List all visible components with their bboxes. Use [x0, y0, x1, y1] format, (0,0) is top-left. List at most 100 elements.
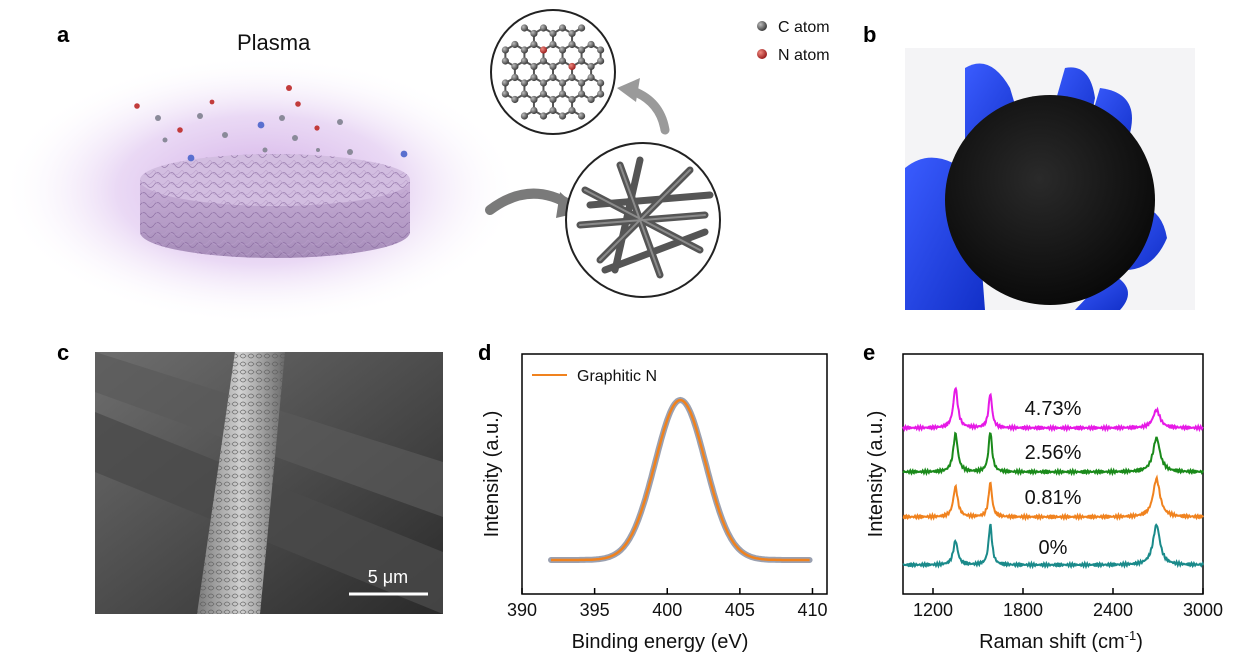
x-tick-label: 400	[652, 600, 682, 620]
c-atom	[558, 90, 567, 98]
c-atom	[530, 62, 538, 71]
c-atom	[511, 40, 519, 49]
c-atom	[520, 79, 529, 87]
c-atom	[558, 24, 567, 32]
n-atom	[539, 46, 548, 54]
c-atom-legend-label: C atom	[778, 19, 830, 36]
c-atom	[549, 106, 557, 115]
x-tick-label: 405	[725, 600, 755, 620]
c-atom	[587, 95, 595, 104]
panel-letter-d: d	[478, 340, 492, 365]
c-atom	[587, 40, 595, 49]
series-label: 0%	[1039, 537, 1068, 559]
c-atom	[511, 95, 519, 104]
c-atom	[549, 73, 557, 82]
c-atom	[558, 46, 567, 54]
n-atom-legend-icon	[757, 49, 767, 59]
n-atom	[568, 62, 576, 71]
c-atom	[597, 79, 605, 87]
panel-letter-b: b	[863, 22, 877, 47]
x-tick-label: 3000	[1183, 600, 1223, 620]
c-atom	[520, 57, 529, 65]
c-atom	[539, 79, 548, 87]
c-atom	[577, 90, 586, 98]
c-atom	[501, 90, 509, 98]
c-atom	[587, 62, 595, 71]
xps-chart: 390 395 400 405 410 Graphitic N Binding ener…	[481, 353, 828, 653]
x-tick-label: 390	[507, 600, 537, 620]
panel-letter-e: e	[863, 340, 876, 365]
c-atom	[568, 95, 576, 104]
c-atom	[549, 95, 557, 104]
c-atom	[501, 46, 509, 54]
series-label: 4.73%	[1025, 398, 1082, 420]
c-atom	[577, 24, 586, 32]
carbon-fiber-zoom	[565, 142, 721, 298]
series-label: 0.81%	[1025, 487, 1082, 509]
x-tick-label: 2400	[1093, 600, 1133, 620]
raman-spectrum-1	[902, 431, 1204, 477]
y-axis-label: Intensity (a.u.)	[481, 411, 503, 538]
c-atom	[597, 57, 605, 65]
c-atom	[530, 95, 538, 104]
c-atom	[577, 57, 586, 65]
felt-photo	[905, 48, 1195, 310]
plasma-schematic: C atom N atom Plasma	[0, 9, 830, 320]
x-tick-label: 1800	[1003, 600, 1043, 620]
c-atom	[597, 90, 605, 98]
c-atom	[568, 40, 576, 49]
c-atom	[520, 90, 529, 98]
c-atom	[501, 79, 509, 87]
c-atom	[558, 79, 567, 87]
n-atom-legend-label: N atom	[778, 47, 830, 64]
c-atom	[587, 73, 595, 82]
raw-data-points	[548, 396, 813, 563]
c-atom	[568, 106, 576, 115]
c-atom-legend-icon	[757, 21, 767, 31]
c-atom	[511, 73, 519, 82]
c-atom	[568, 73, 576, 82]
c-atom	[549, 40, 557, 49]
x-axis-label: Raman shift (cm-1)	[979, 628, 1143, 653]
c-atom	[549, 29, 557, 38]
c-atom	[501, 57, 509, 65]
plot-frame	[902, 353, 1204, 595]
c-atom	[577, 46, 586, 54]
panel-letter-a: a	[57, 22, 70, 47]
c-atom	[530, 106, 538, 115]
raman-chart: 1200 1800 2400 3000 4.73% 2.56% 0.81% 0% Raman…	[865, 353, 1223, 653]
graphitic-n-fit-line	[551, 398, 810, 562]
c-atom	[577, 79, 586, 87]
c-atom	[539, 57, 548, 65]
x-axis-label: Binding energy (eV)	[572, 631, 749, 653]
c-atom	[530, 73, 538, 82]
scale-bar-label: 5 μm	[368, 567, 408, 587]
c-atom	[568, 29, 576, 38]
raman-spectrum-3	[902, 523, 1204, 570]
carbon-felt-disc	[140, 154, 410, 258]
panel-letter-c: c	[57, 340, 70, 365]
c-atom	[520, 24, 529, 32]
y-axis-label: Intensity (a.u.)	[865, 411, 887, 538]
c-atom	[558, 57, 567, 65]
c-atom	[520, 112, 529, 120]
legend-label-graphitic-n: Graphitic N	[577, 368, 657, 385]
c-atom	[549, 62, 557, 71]
x-tick-label: 410	[797, 600, 827, 620]
c-atom	[597, 46, 605, 54]
foreground-fiber	[197, 352, 285, 614]
plasma-label: Plasma	[237, 30, 311, 55]
sem-image: 5 μm	[95, 352, 443, 614]
graphene-lattice-zoom	[490, 9, 616, 135]
c-atom	[511, 62, 519, 71]
c-atom	[577, 112, 586, 120]
plasma-species	[134, 85, 408, 162]
plot-frame	[521, 353, 828, 595]
c-atom	[558, 112, 567, 120]
c-atom	[520, 46, 529, 54]
series-label: 2.56%	[1025, 442, 1082, 464]
carbon-felt	[945, 95, 1155, 305]
c-atom	[539, 112, 548, 120]
c-atom	[530, 29, 538, 38]
x-tick-label: 1200	[913, 600, 953, 620]
